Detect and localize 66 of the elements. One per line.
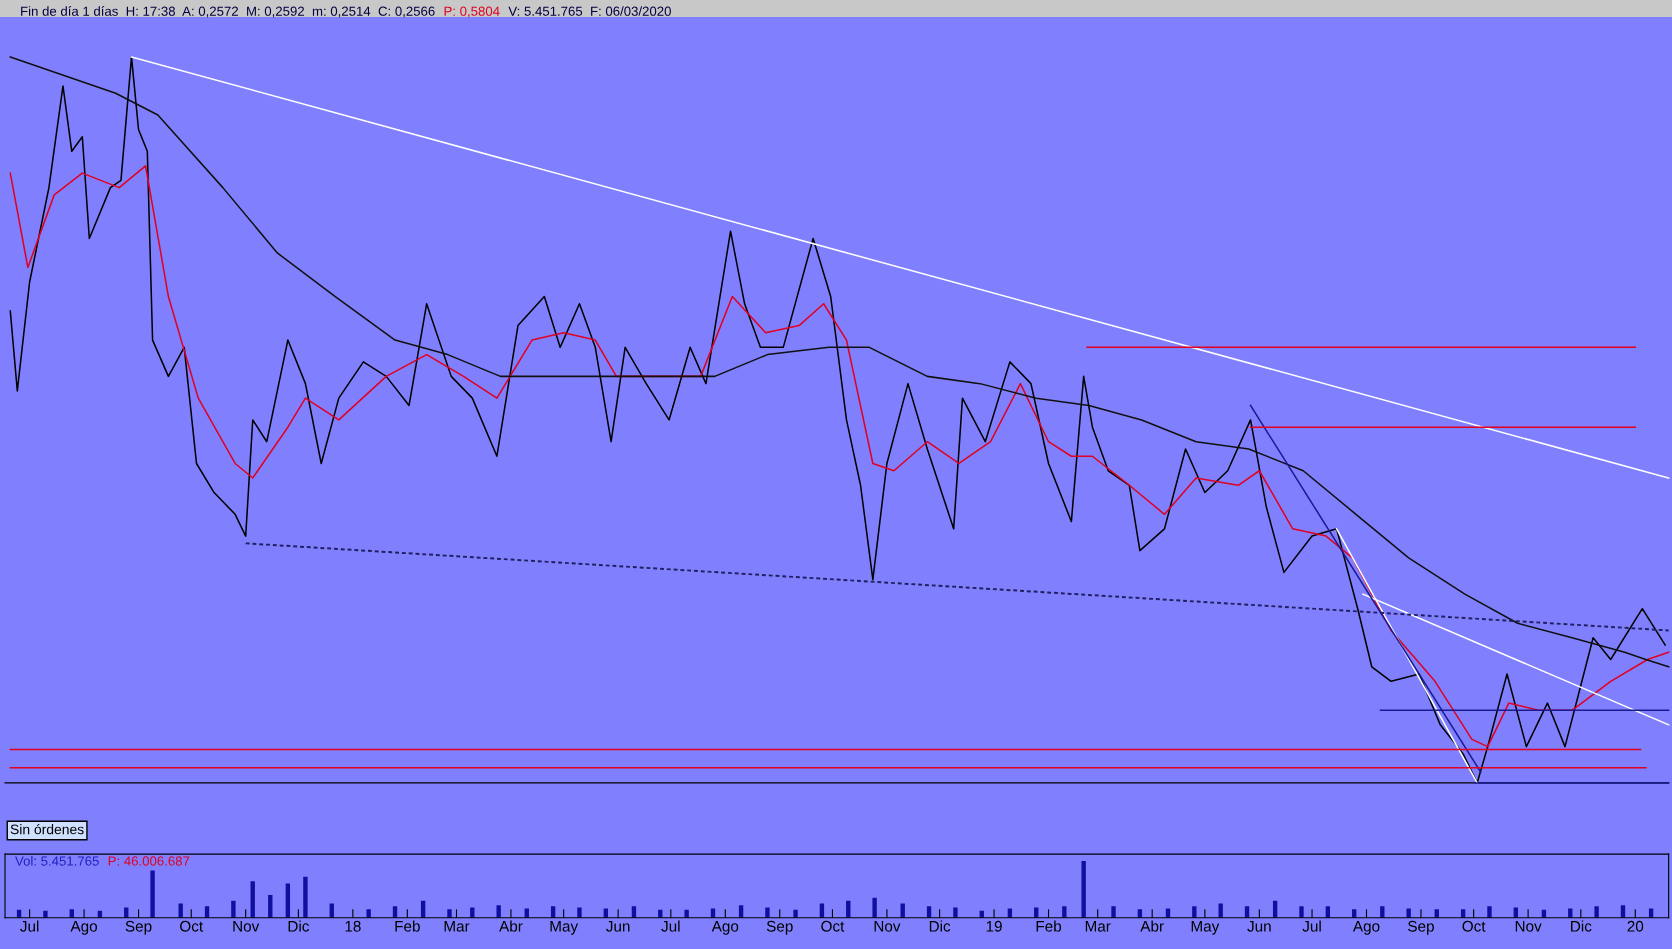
bar [793,909,798,918]
bar [577,907,582,918]
x-tick-label: Jul [20,920,39,932]
text: Fin de día 1 días H: 17:38 A: 0,2572 M: 0,2592 m: 0,2514 C: 0,2566 [21,6,435,18]
bar [231,900,236,918]
x-tick-label: Jun [606,921,630,932]
x-tick-label: 18 [345,920,361,932]
bar [1062,906,1067,918]
annotation: Vol: 5.451.765 [15,856,99,866]
bar [1081,860,1086,918]
x-tick-label: Oct [180,920,203,932]
x-tick-label: Ago [1352,921,1380,935]
bar [43,910,48,918]
x-tick-label: Feb [395,920,420,932]
bar [1487,906,1492,918]
bar [765,907,770,918]
x-tick-label: Mar [444,921,470,932]
x-tick-label: Jun [1247,921,1271,932]
bar [366,909,371,918]
bar [470,907,475,918]
x-tick-label: Oct [821,920,845,932]
bar [1192,906,1197,918]
text: P: 0,5804 [444,6,500,18]
x-tick-label: Abr [499,920,523,932]
bar [1218,903,1223,918]
bar [303,876,308,918]
x-tick-label: Dic [1571,920,1592,932]
annotation: P: 46.006.687 [108,856,190,866]
x-tick-label: Nov [233,921,260,932]
x-tick-label: 20 [1627,920,1644,932]
bar [329,903,334,918]
bar [1406,908,1411,918]
bar [1380,906,1385,918]
bar [872,897,877,918]
bar [1111,906,1116,918]
x-tick-label: Sep [125,920,152,935]
bar [447,909,452,918]
bar [250,881,255,918]
bar [953,907,958,918]
bar [150,870,155,918]
x-tick-label: Ago [70,921,98,935]
bar [178,903,183,918]
x-tick-label: Feb [1036,920,1062,932]
text: V: 5.451.765 F: 06/03/2020 [508,6,671,16]
bar [1594,906,1599,918]
text: Sin órdenes [10,823,84,835]
bar [1299,906,1304,918]
x-tick-label: Nov [1515,921,1542,932]
x-tick-label: May [550,921,579,935]
bar [819,903,825,918]
x-tick-label: Nov [874,921,901,932]
x-tick-label: May [1191,921,1220,935]
x-tick-label: Abr [1140,920,1164,932]
x-tick-label: Oct [1462,920,1486,932]
x-tick-label: Sep [766,920,793,935]
x-tick-label: Ago [711,921,739,935]
bar [900,903,905,918]
x-tick-label: Mar [1085,921,1111,932]
x-tick-label: Jul [1302,920,1321,932]
x-tick-label: Jul [661,920,680,932]
x-tick-label: Dic [288,920,310,932]
bar [496,905,501,918]
x-tick-label: 19 [986,920,1002,932]
x-tick-label: Sep [1408,920,1434,935]
bar [684,909,689,918]
x-tick-label: Dic [929,920,951,932]
